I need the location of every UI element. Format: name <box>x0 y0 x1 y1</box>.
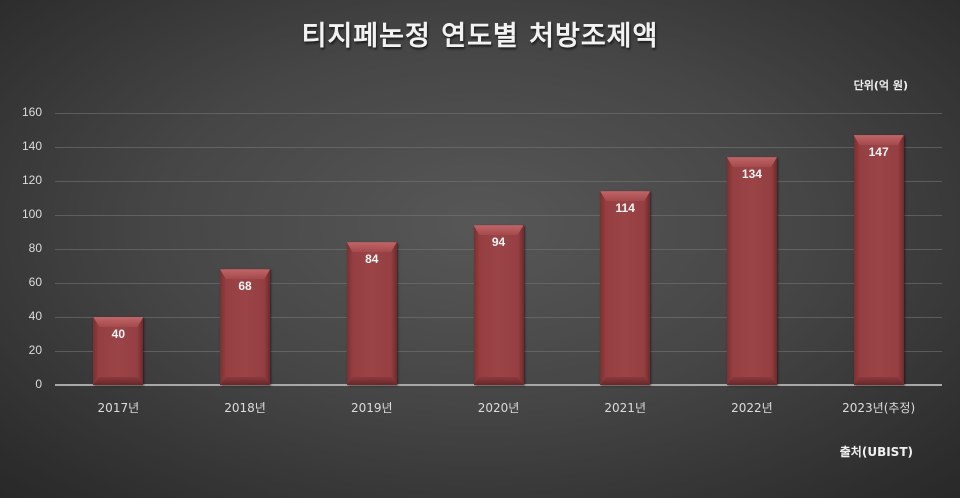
x-tick-label: 2022년 <box>731 401 773 415</box>
bar-value-label: 40 <box>111 327 126 341</box>
y-tick-label: 140 <box>21 139 42 153</box>
bar: 114 <box>600 191 651 385</box>
x-tick-label: 2017년 <box>97 401 140 415</box>
x-tick-label: 2018년 <box>224 401 266 415</box>
chart-title: 티지페논정 연도별 처방조제액 <box>301 21 659 52</box>
unit-label: 단위(억 원) <box>853 79 908 92</box>
bar-value-label: 84 <box>365 252 379 267</box>
source-label: 출처(UBIST) <box>839 445 913 459</box>
x-axis-line <box>55 384 942 386</box>
bar: 147 <box>853 135 904 385</box>
y-tick-label: 160 <box>21 105 42 119</box>
y-tick-label: 0 <box>35 377 42 391</box>
y-tick-label: 100 <box>21 207 42 221</box>
x-tick-label: 2021년 <box>604 401 646 415</box>
y-tick-label: 80 <box>28 241 42 255</box>
plot-area: 40 68 84 94 114 134 147 <box>55 113 942 386</box>
y-tick-label: 20 <box>28 343 42 357</box>
y-tick-label: 120 <box>21 173 42 187</box>
bar: 94 <box>473 225 524 385</box>
x-tick-label: 2020년 <box>477 401 520 415</box>
bar-value-label: 94 <box>491 235 506 250</box>
bar-value-label: 134 <box>741 167 762 182</box>
bar-value-label: 114 <box>615 201 635 216</box>
gridline <box>55 147 942 148</box>
x-tick-label: 2023년(추정) <box>842 401 916 415</box>
y-tick-label: 60 <box>28 275 42 289</box>
gridline <box>55 181 942 182</box>
bar: 84 <box>346 242 397 385</box>
bar-value-label: 68 <box>238 279 252 294</box>
bar: 68 <box>220 269 271 385</box>
bar-value-label: 147 <box>868 145 889 160</box>
bar: 134 <box>726 157 777 385</box>
x-tick-label: 2019년 <box>350 401 393 415</box>
gridline <box>55 215 942 216</box>
gridline <box>55 113 942 114</box>
bar: 40 <box>93 317 144 385</box>
y-tick-label: 40 <box>28 309 42 323</box>
